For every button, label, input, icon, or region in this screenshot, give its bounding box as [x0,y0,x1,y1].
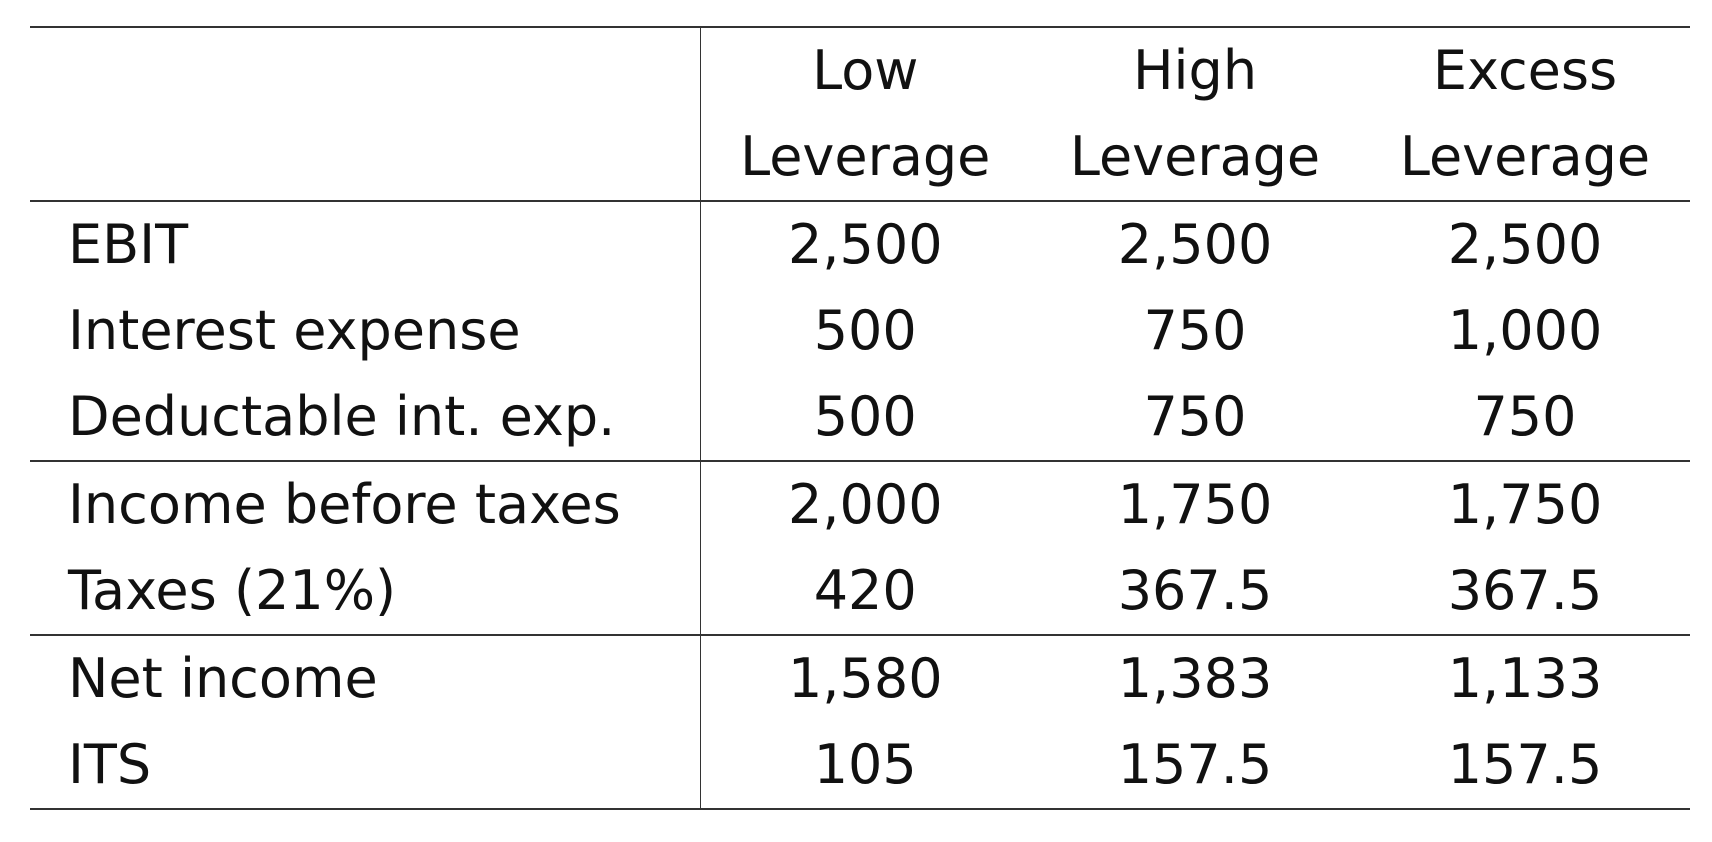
table-cell: 367.5 [1447,559,1603,622]
table-row: Income before taxes 2,000 1,750 1,750 [30,460,1690,548]
table-row: EBIT 2,500 2,500 2,500 [30,201,1690,288]
table-cell: 1,000 [1447,299,1603,362]
column-header-high-leverage: High Leverage [1030,26,1360,202]
row-label: ITS [30,722,701,810]
row-label: Income before taxes [30,460,701,548]
column-header-line2: Leverage [740,125,991,188]
row-label: Taxes (21%) [30,548,701,635]
table-cell: 157.5 [1360,722,1690,810]
table-cell: 367.5 [1117,559,1273,622]
table-cell: 750 [1143,299,1247,362]
table-cell: 105 [700,722,1030,810]
leverage-table-container: Low Leverage High Leverage Excess Levera… [30,26,1690,810]
row-label: Net income [30,634,701,722]
column-header-line1: Low [812,39,919,102]
table-row: Deductable int. exp. 500 750 750 [30,374,1690,461]
table-cell: 420 [813,559,917,622]
table-row: Taxes (21%) 420 367.5 367.5 [30,548,1690,635]
row-group-interest: EBIT 2,500 2,500 2,500 Interest expense … [30,201,1690,461]
table-cell: 157.5 [1030,722,1360,810]
table-row: ITS 105 157.5 157.5 [30,722,1690,810]
row-label: Deductable int. exp. [30,374,701,461]
row-group-net-income: Net income 1,580 1,383 1,133 ITS 105 157… [30,634,1690,810]
table-cell: 750 [1143,385,1247,448]
table-cell: 750 [1473,385,1577,448]
table-header: Low Leverage High Leverage Excess Levera… [30,26,1690,202]
column-header-low-leverage: Low Leverage [700,26,1030,202]
table-row: Interest expense 500 750 1,000 [30,288,1690,374]
table-cell: 1,750 [1360,460,1690,548]
table-cell: 2,000 [700,460,1030,548]
column-header-line2: Leverage [1399,125,1651,188]
table-cell: 1,580 [700,634,1030,722]
table-cell: 2,500 [1447,213,1603,276]
table-cell: 2,500 [1117,213,1273,276]
header-corner-cell [30,26,701,202]
table-cell: 2,500 [787,213,943,276]
column-header-line1: High [1132,39,1258,102]
table-cell: 500 [813,385,917,448]
column-header-line2: Leverage [1069,125,1321,188]
row-label: Interest expense [30,288,701,374]
table-cell: 1,133 [1360,634,1690,722]
row-group-taxes: Income before taxes 2,000 1,750 1,750 Ta… [30,460,1690,635]
table-cell: 500 [813,299,917,362]
table-cell: 1,383 [1030,634,1360,722]
header-row: Low Leverage High Leverage Excess Levera… [30,26,1690,202]
column-header-excess-leverage: Excess Leverage [1360,26,1690,202]
table-row: Net income 1,580 1,383 1,133 [30,634,1690,722]
column-header-line1: Excess [1432,39,1618,102]
row-label: EBIT [30,201,701,288]
table-cell: 1,750 [1030,460,1360,548]
leverage-comparison-table: Low Leverage High Leverage Excess Levera… [30,26,1690,810]
